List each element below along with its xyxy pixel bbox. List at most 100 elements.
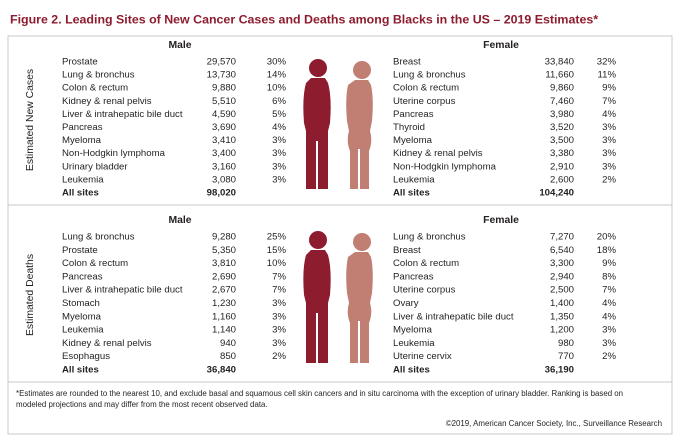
site: Myeloma (62, 135, 102, 146)
percent: 14% (267, 70, 287, 81)
site: Non-Hodgkin lymphoma (62, 148, 166, 159)
percent: 7% (602, 285, 616, 296)
female-figure (346, 233, 373, 363)
percent: 3% (602, 135, 616, 146)
percent: 32% (597, 57, 617, 68)
total-label: All sites (62, 365, 99, 376)
count: 2,940 (550, 271, 574, 282)
percent: 3% (602, 148, 616, 159)
percent: 3% (272, 311, 286, 322)
site: Breast (393, 57, 421, 68)
percent: 18% (597, 245, 617, 256)
site: Pancreas (62, 122, 103, 133)
site: Esophagus (62, 351, 110, 362)
count: 3,980 (550, 109, 574, 120)
percent: 11% (598, 70, 617, 81)
percent: 7% (272, 271, 286, 282)
count: 11,660 (545, 70, 574, 81)
site: Breast (393, 245, 421, 256)
percent: 10% (267, 258, 287, 269)
count: 940 (220, 338, 236, 349)
percent: 20% (597, 232, 617, 243)
site: Liver & intrahepatic bile duct (62, 109, 183, 120)
site: Prostate (62, 57, 98, 68)
percent: 3% (272, 161, 286, 172)
site: Uterine corpus (393, 96, 456, 107)
percent: 3% (602, 161, 616, 172)
count: 2,670 (212, 285, 236, 296)
site: Uterine cervix (393, 351, 452, 362)
percent: 4% (602, 311, 616, 322)
count: 1,200 (550, 325, 574, 336)
count: 2,690 (212, 271, 236, 282)
site: Prostate (62, 245, 98, 256)
site: Liver & intrahepatic bile duct (62, 285, 183, 296)
count: 9,880 (212, 83, 236, 94)
count: 2,600 (550, 174, 574, 185)
footnote: modeled projections and may differ from … (16, 400, 268, 409)
site: Colon & rectum (62, 258, 128, 269)
count: 7,270 (550, 232, 574, 243)
percent: 25% (267, 232, 287, 243)
site: Leukemia (393, 338, 435, 349)
count: 2,500 (550, 285, 574, 296)
count: 3,380 (550, 148, 574, 159)
count: 1,160 (212, 311, 236, 322)
percent: 3% (602, 325, 616, 336)
site: Colon & rectum (393, 258, 459, 269)
percent: 2% (272, 351, 286, 362)
column-heading: Female (483, 40, 519, 51)
male-figure (303, 59, 331, 189)
count: 3,500 (550, 135, 574, 146)
percent: 7% (272, 285, 286, 296)
site: Pancreas (393, 109, 434, 120)
site: Leukemia (393, 174, 435, 185)
count: 3,520 (550, 122, 574, 133)
count: 770 (558, 351, 574, 362)
count: 1,230 (212, 298, 236, 309)
count: 1,140 (212, 325, 236, 336)
site: Myeloma (62, 311, 102, 322)
site: Stomach (62, 298, 100, 309)
title: Figure 2. Leading Sites of New Cancer Ca… (10, 12, 598, 26)
count: 33,840 (545, 57, 574, 68)
site: Colon & rectum (393, 83, 459, 94)
site: Leukemia (62, 174, 104, 185)
site: Myeloma (393, 135, 433, 146)
site: Urinary bladder (62, 161, 128, 172)
percent: 3% (272, 148, 286, 159)
count: 3,690 (212, 122, 236, 133)
copyright: ©2019, American Cancer Society, Inc., Su… (446, 419, 662, 428)
percent: 9% (602, 258, 616, 269)
percent: 3% (272, 174, 286, 185)
percent: 2% (602, 174, 616, 185)
site: Lung & bronchus (62, 70, 135, 81)
total-count: 98,020 (207, 188, 236, 199)
percent: 3% (272, 135, 286, 146)
percent: 30% (267, 57, 287, 68)
count: 7,460 (550, 96, 574, 107)
percent: 8% (602, 271, 616, 282)
percent: 3% (272, 325, 286, 336)
count: 6,540 (550, 245, 574, 256)
column-heading: Male (168, 215, 191, 226)
percent: 15% (267, 245, 287, 256)
site: Thyroid (393, 122, 425, 133)
percent: 6% (272, 96, 286, 107)
site: Ovary (393, 298, 419, 309)
male-figure (303, 231, 331, 363)
site: Uterine corpus (393, 285, 456, 296)
site: Kidney & renal pelvis (62, 338, 152, 349)
site: Myeloma (393, 325, 433, 336)
count: 1,400 (550, 298, 574, 309)
total-count: 36,840 (207, 365, 236, 376)
percent: 4% (602, 109, 616, 120)
footnote: *Estimates are rounded to the nearest 10… (16, 389, 623, 398)
site: Pancreas (62, 271, 103, 282)
count: 9,280 (212, 232, 236, 243)
site: Liver & intrahepatic bile duct (393, 311, 514, 322)
total-label: All sites (393, 365, 430, 376)
count: 3,160 (212, 161, 236, 172)
count: 5,350 (212, 245, 236, 256)
